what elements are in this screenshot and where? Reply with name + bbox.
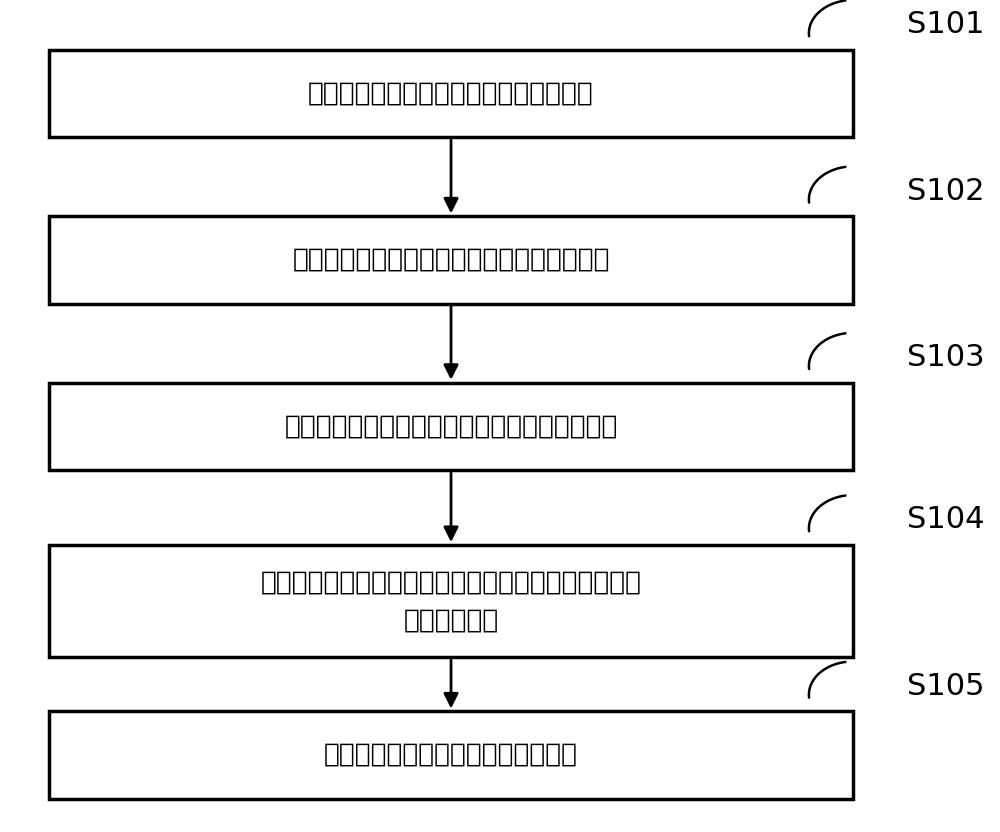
Text: S102: S102 bbox=[907, 177, 984, 206]
Text: 获取多种传感器各自采集到的传感器数据: 获取多种传感器各自采集到的传感器数据 bbox=[308, 81, 594, 106]
Text: S104: S104 bbox=[907, 506, 984, 534]
Bar bbox=[49, 216, 853, 304]
Bar bbox=[49, 711, 853, 799]
Text: 根据融合权重，对多种传感器的传感器数据进行融合，
得到融合数据: 根据融合权重，对多种传感器的传感器数据进行融合， 得到融合数据 bbox=[261, 569, 642, 633]
Text: 确定多种传感器中各个传感器的当前性能信息: 确定多种传感器中各个传感器的当前性能信息 bbox=[292, 247, 610, 273]
Text: S103: S103 bbox=[907, 344, 985, 372]
Text: 根据融合数据，控制机器人执行任务: 根据融合数据，控制机器人执行任务 bbox=[324, 742, 578, 768]
Text: 根据当前性能信息，确定多种传感器的融合权重: 根据当前性能信息，确定多种传感器的融合权重 bbox=[284, 414, 618, 439]
Bar bbox=[49, 50, 853, 137]
Text: S105: S105 bbox=[907, 672, 984, 701]
Bar bbox=[49, 383, 853, 470]
Text: S101: S101 bbox=[907, 11, 984, 39]
Bar bbox=[49, 545, 853, 657]
